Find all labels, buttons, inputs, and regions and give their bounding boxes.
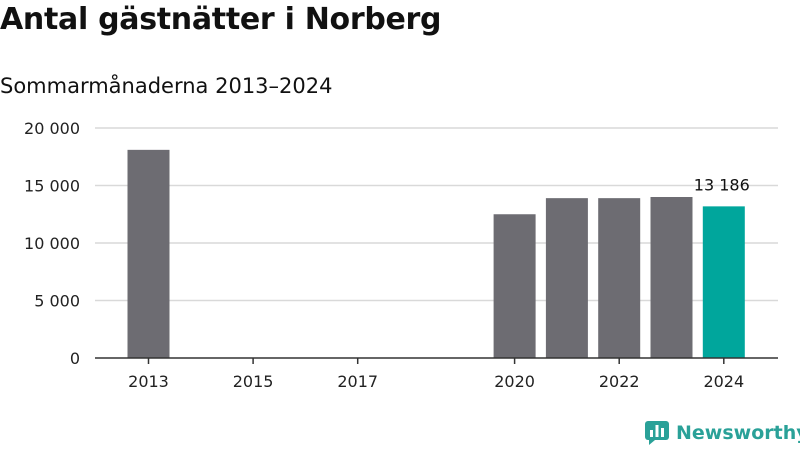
y-tick-label: 5 000 <box>34 292 80 311</box>
bar <box>545 198 588 358</box>
bar-highlight <box>702 206 745 358</box>
y-tick-label: 15 000 <box>24 177 80 196</box>
x-tick-label: 2017 <box>337 372 378 391</box>
y-tick-label: 20 000 <box>24 119 80 138</box>
bar <box>598 198 641 358</box>
bar <box>127 149 170 358</box>
bar <box>493 214 536 358</box>
y-tick-label: 0 <box>70 349 80 368</box>
x-tick-label: 2024 <box>703 372 744 391</box>
bar <box>650 197 693 358</box>
bar-value-label: 13 186 <box>694 175 750 194</box>
chart-title: Antal gästnätter i Norberg <box>0 2 442 37</box>
newsworthy-logo: Newsworthy <box>644 420 800 446</box>
y-tick-label: 10 000 <box>24 234 80 253</box>
x-tick-label: 2013 <box>128 372 169 391</box>
logo-text: Newsworthy <box>676 422 800 444</box>
bar-chart-speech-bubble-icon <box>645 421 669 445</box>
chart-subtitle: Sommarmånaderna 2013–2024 <box>0 74 333 98</box>
x-tick-label: 2015 <box>233 372 274 391</box>
x-tick-label: 2022 <box>599 372 640 391</box>
x-tick-label: 2020 <box>494 372 535 391</box>
